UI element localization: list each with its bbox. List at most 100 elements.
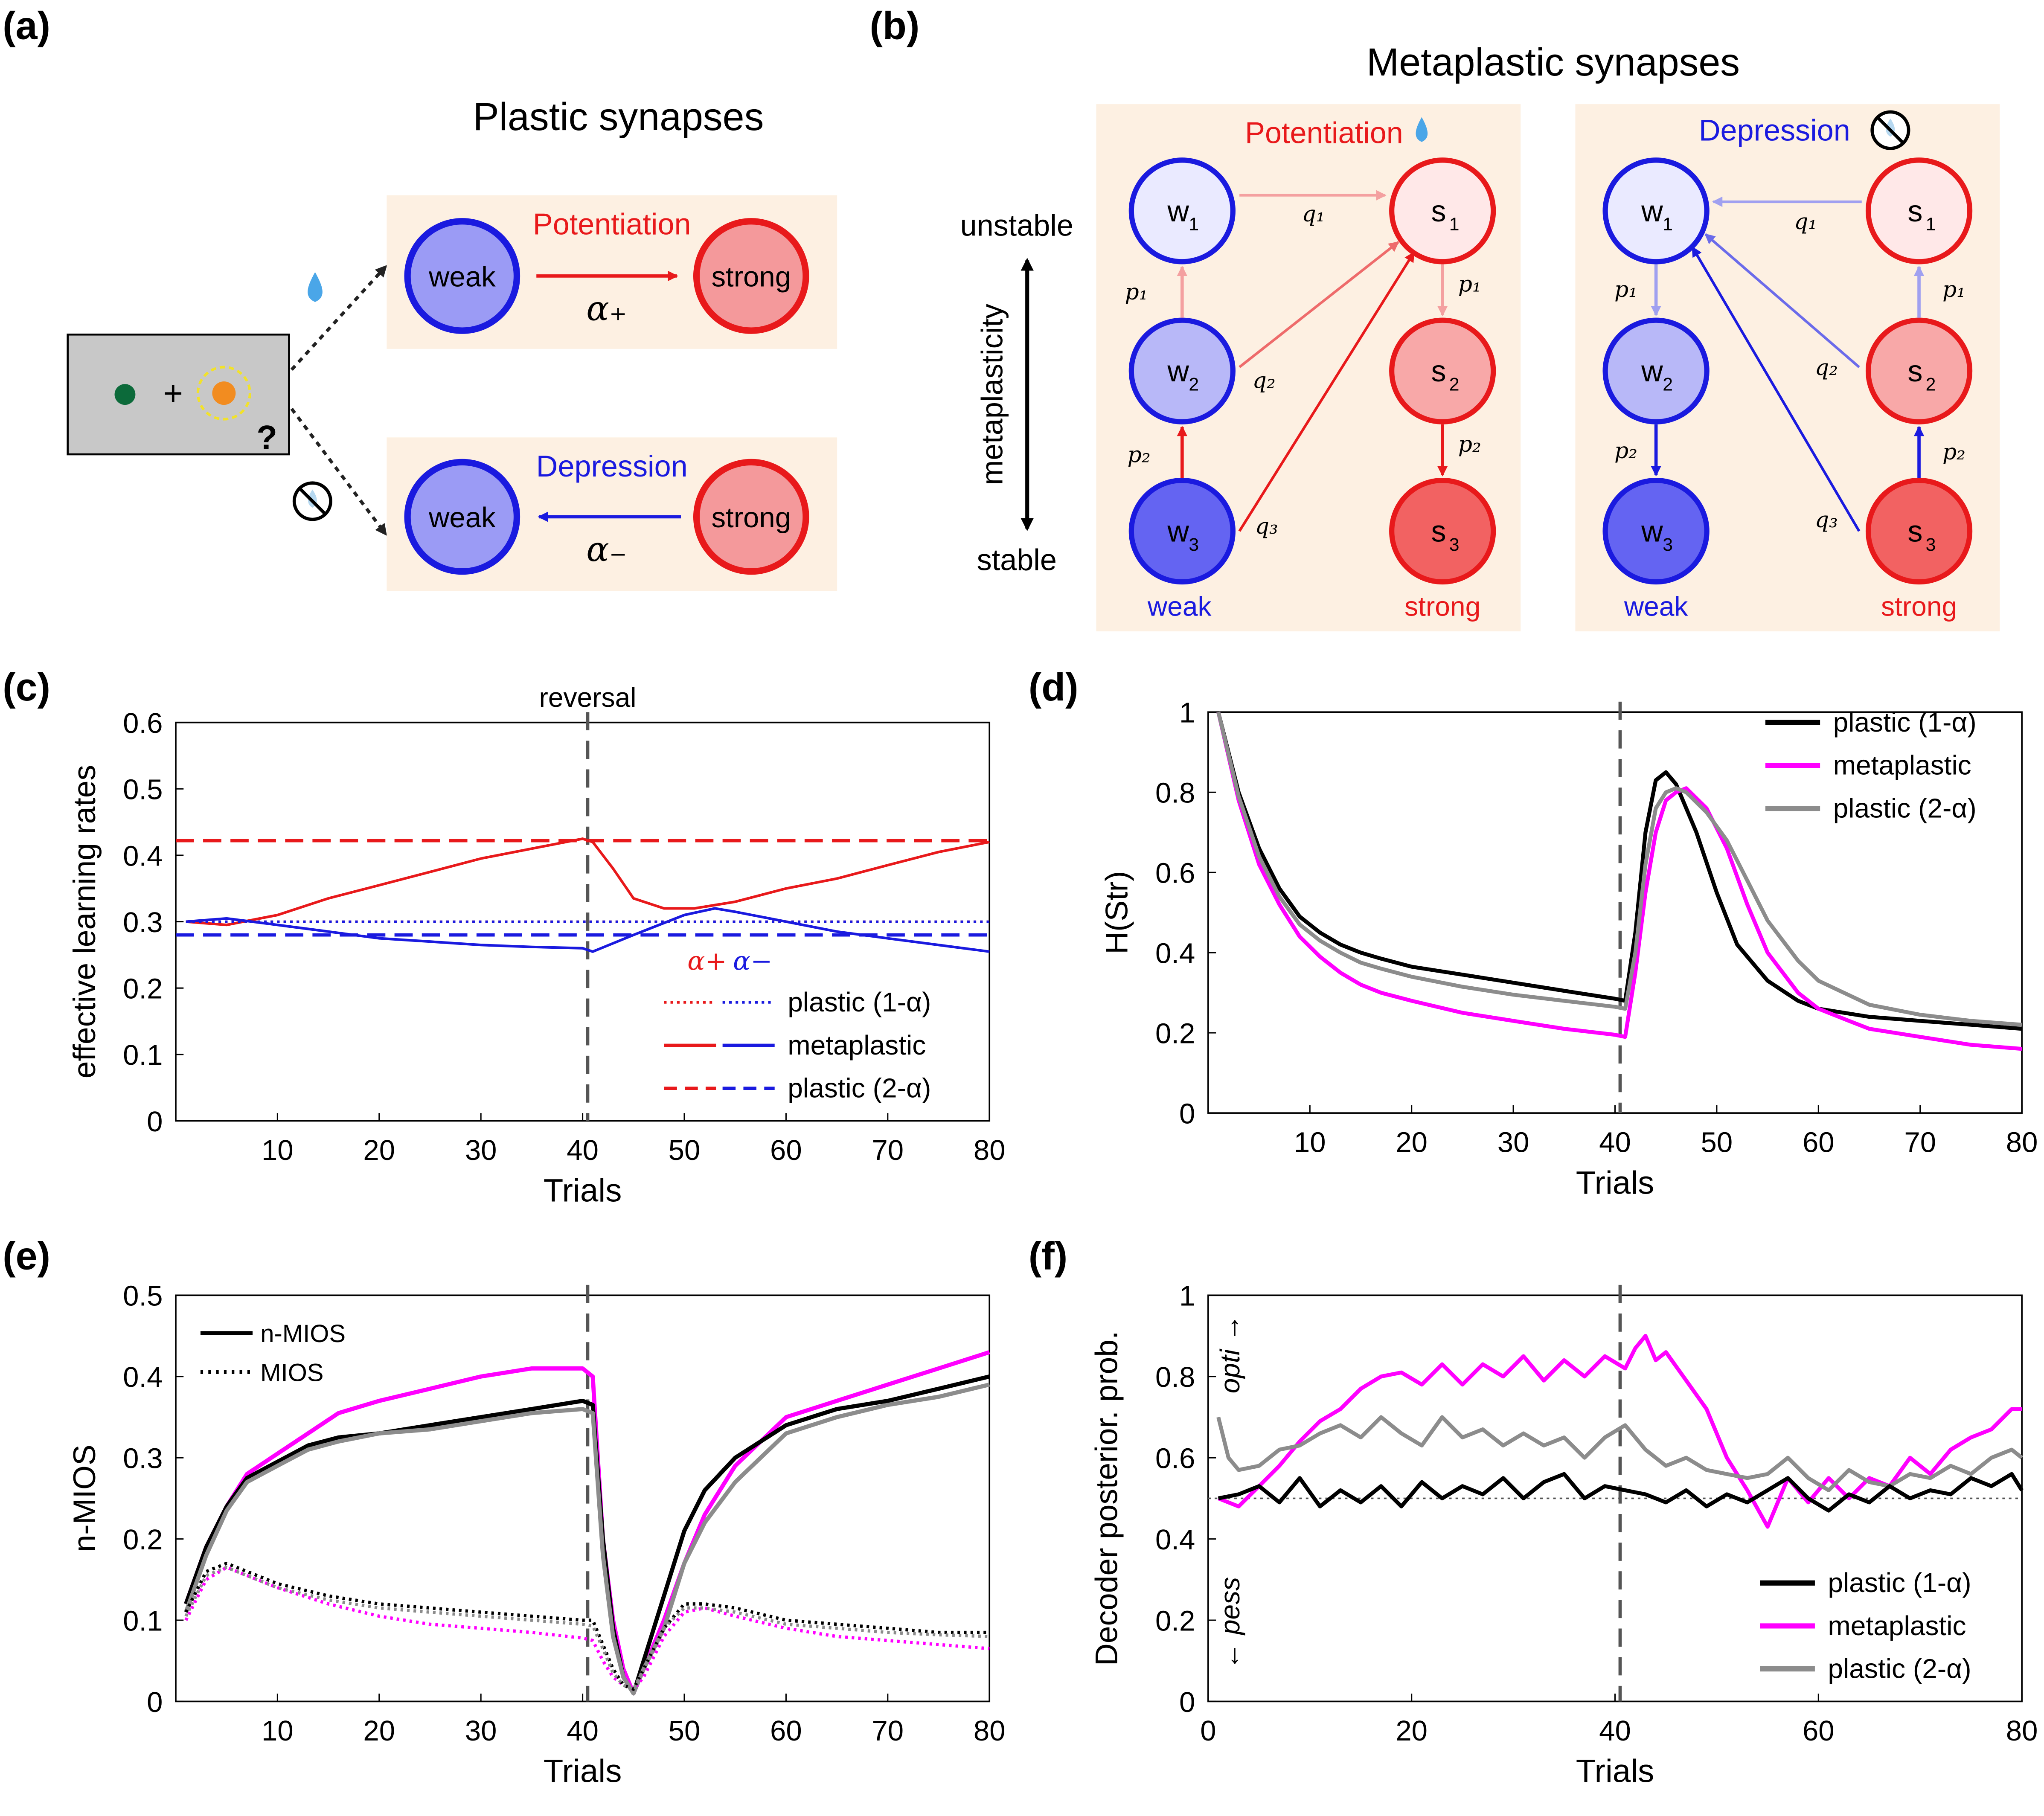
d-ylabel: H(Str) [1099, 871, 1134, 954]
e-xlabel: Trials [544, 1753, 622, 1790]
svg-text:s: s [1907, 354, 1922, 388]
arrow-q2-pot [1239, 241, 1399, 368]
p1-s-label-dep: p₁ [1942, 277, 1965, 302]
e-xtick-label: 80 [974, 1715, 1006, 1747]
d-ytick-label: 0.4 [1155, 938, 1195, 970]
e-xtick-label: 20 [363, 1715, 395, 1747]
f-side-label-top: opti → [1215, 1314, 1245, 1393]
weak-node-top [404, 218, 520, 334]
f-legend-label: plastic (1-α) [1828, 1567, 1971, 1598]
svg-text:s: s [1431, 514, 1446, 548]
arrow-q2-dep [1704, 233, 1860, 368]
f-legend-label: plastic (2-α) [1828, 1653, 1971, 1684]
d-ytick-label: 0 [1179, 1098, 1195, 1130]
d-xtick-label: 30 [1497, 1127, 1529, 1159]
strong-caption-dep: strong [1881, 591, 1957, 622]
d-xtick-label: 50 [1701, 1127, 1733, 1159]
weak-caption-pot: weak [1147, 591, 1212, 622]
d-series-plastic-1- [1216, 712, 2022, 1031]
pot-strong-s3: s 3 [1389, 477, 1496, 585]
p2-label-dep: p₂ [1614, 438, 1637, 464]
pot-strong-s2: s 2 [1389, 317, 1496, 424]
f-ytick-label: 0 [1179, 1686, 1195, 1718]
stable-label: stable [977, 543, 1057, 577]
c-xlabel: Trials [544, 1173, 622, 1209]
d-xtick-label: 80 [2006, 1127, 2038, 1159]
chart-effective-learning-rates: 10 20 30 40 50 60 70 80 0 0.1 0.2 0.3 0.4 0.5 0.6 Trial… [67, 682, 1006, 1209]
d-ytick-label: 1 [1179, 697, 1195, 729]
f-ytick-label: 0.4 [1155, 1524, 1195, 1556]
d-xtick-label: 10 [1294, 1127, 1326, 1159]
f-series-plastic-1- [1218, 1472, 2024, 1513]
arrow-q3-pot [1238, 251, 1415, 532]
chart-h-str: 10 20 30 40 50 60 70 80 0 0.2 0.4 0.6 0.8 1 Trials H(St… [1099, 697, 2038, 1201]
f-xtick-label: 80 [2006, 1715, 2038, 1747]
f-xlabel: Trials [1576, 1753, 1654, 1790]
svg-text:s: s [1907, 194, 1922, 228]
c-ytick-label: 0.6 [123, 707, 163, 739]
e-series-plastic-2-mios [184, 1566, 990, 1691]
strong-caption-pot: strong [1404, 591, 1480, 622]
e-xtick-label: 60 [770, 1715, 802, 1747]
c-legend-alpha-minus: α− [733, 946, 772, 976]
svg-text:1: 1 [1449, 214, 1460, 235]
pot-strong-s1: s 1 [1389, 157, 1496, 264]
choice-ring [196, 366, 251, 421]
weak-caption-dep: weak [1624, 591, 1689, 622]
c-xtick-label: 50 [669, 1134, 701, 1166]
c-ylabel: effective learning rates [67, 765, 102, 1078]
alpha-minus-label: α₋ [586, 529, 627, 569]
e-series-metaplastic-mios [184, 1566, 990, 1691]
e-series-plastic-1-mios [184, 1561, 990, 1691]
svg-text:2: 2 [1926, 374, 1936, 395]
e-xtick-label: 10 [262, 1715, 294, 1747]
strong-node-top [693, 218, 809, 334]
p1-label-dep: p₁ [1614, 277, 1637, 302]
weak-label-bottom: weak [428, 502, 496, 534]
weak-label-top: weak [428, 261, 496, 293]
p2-s-label-dep: p₂ [1942, 439, 1965, 465]
depression-label-b: Depression [1699, 113, 1850, 147]
panel-d-label: (d) [1029, 665, 1079, 709]
e-ytick-label: 0.3 [123, 1443, 163, 1475]
d-xtick-label: 60 [1803, 1127, 1835, 1159]
e-xtick-label: 40 [567, 1715, 599, 1747]
d-legend-label: plastic (1-α) [1833, 707, 1977, 738]
dep-strong-s1: s 1 [1865, 157, 1973, 264]
f-ytick-label: 0.8 [1155, 1361, 1195, 1393]
d-series-plastic-2- [1216, 712, 2022, 1027]
q2-label-dep: q₂ [1815, 355, 1838, 381]
d-legend-label: metaplastic [1833, 750, 1971, 781]
e-xtick-label: 30 [465, 1715, 497, 1747]
f-ytick-label: 1 [1179, 1280, 1195, 1312]
f-legend-label: metaplastic [1828, 1610, 1966, 1641]
unstable-label: unstable [960, 208, 1073, 242]
q3-label-dep: q₃ [1815, 507, 1838, 533]
f-ytick-label: 0.2 [1155, 1605, 1195, 1637]
e-axes-frame [175, 1294, 991, 1703]
fixation-cross: + [163, 374, 183, 412]
c-xtick-label: 70 [872, 1134, 904, 1166]
d-xtick-label: 70 [1904, 1127, 1936, 1159]
svg-text:s: s [1431, 194, 1446, 228]
panel-b: (b) Metaplastic synapses unstable stable… [869, 4, 2000, 632]
pot-weak-w3: w 3 [1128, 477, 1236, 585]
c-xtick-label: 40 [567, 1134, 599, 1166]
c-xtick-label: 10 [262, 1134, 294, 1166]
no-reward-icon-b [1870, 110, 1910, 150]
c-ytick-label: 0.5 [123, 774, 163, 806]
e-xtick-label: 50 [669, 1715, 701, 1747]
d-legend-label: plastic (2-α) [1833, 793, 1977, 823]
svg-text:w: w [1641, 514, 1663, 548]
chart-n-mios: 10 20 30 40 50 60 70 80 0 0.1 0.2 0.3 0.4 0.5 Trials n-… [67, 1280, 1006, 1790]
svg-text:s: s [1907, 514, 1922, 548]
svg-text:1: 1 [1189, 214, 1199, 235]
c-reversal-annotation: reversal [539, 682, 637, 713]
c-xtick-label: 60 [770, 1134, 802, 1166]
strong-label-bottom: strong [711, 502, 791, 534]
e-xtick-label: 70 [872, 1715, 904, 1747]
chart-decoder-posterior: 0 20 40 60 80 0 0.2 0.4 0.6 0.8 1 Trials Decoder pos… [1089, 1280, 2038, 1790]
f-xtick-label: 0 [1200, 1715, 1216, 1747]
e-ytick-label: 0.2 [123, 1524, 163, 1556]
strong-node-bottom [693, 459, 809, 575]
